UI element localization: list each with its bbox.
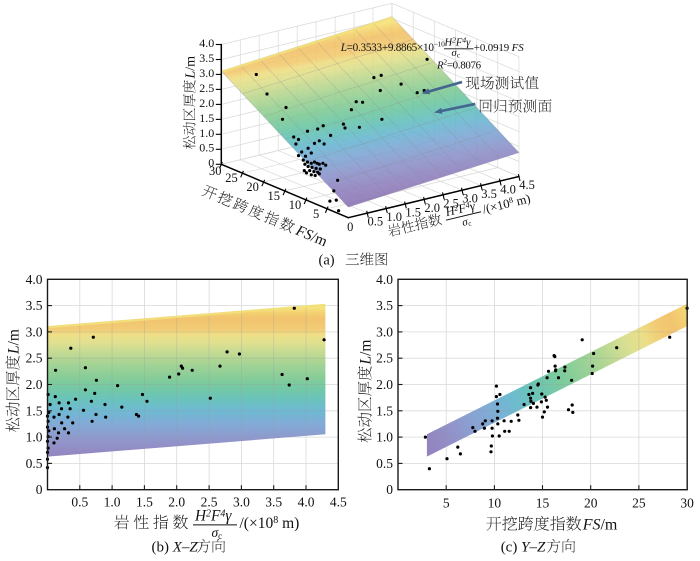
svg-text:σc: σc [461, 215, 473, 229]
svg-text:3.5: 3.5 [26, 298, 43, 313]
svg-text:1.0: 1.0 [376, 430, 393, 445]
svg-text:3.5: 3.5 [376, 298, 393, 313]
svg-text:0: 0 [386, 482, 393, 497]
svg-text:4.0: 4.0 [376, 272, 393, 287]
svg-text:3.5: 3.5 [265, 495, 282, 510]
svg-text:10: 10 [488, 496, 502, 511]
svg-text:1.5: 1.5 [376, 403, 393, 418]
svg-text:10: 10 [289, 198, 302, 212]
svg-text:3.0: 3.0 [233, 495, 250, 510]
svg-text:2.5: 2.5 [201, 495, 218, 510]
svg-text:2.0: 2.0 [168, 495, 185, 510]
svg-text:H2F4γ: H2F4γ [444, 35, 472, 48]
svg-text:2.5: 2.5 [376, 351, 393, 366]
svg-text:1.0: 1.0 [104, 495, 121, 510]
svg-text:3.0: 3.0 [199, 66, 214, 80]
svg-text:20: 20 [584, 496, 598, 511]
svg-text:/(×108 m): /(×108 m) [240, 515, 300, 532]
svg-text:30: 30 [680, 496, 694, 511]
svg-text:0.5: 0.5 [199, 141, 214, 155]
svg-text:+0.0919 FS: +0.0919 FS [474, 42, 524, 54]
svg-text:5: 5 [443, 496, 450, 511]
svg-text:4.0: 4.0 [500, 183, 516, 197]
svg-text:1.5: 1.5 [405, 206, 421, 220]
svg-text:3.5: 3.5 [481, 187, 497, 201]
svg-text:25: 25 [225, 171, 238, 185]
svg-text:3.5: 3.5 [199, 51, 214, 65]
svg-text:L/m: L/m [184, 56, 199, 80]
svg-text:3.0: 3.0 [462, 192, 478, 206]
svg-text:15: 15 [268, 189, 281, 203]
svg-text:0.5: 0.5 [376, 456, 393, 471]
svg-text:(c) Y–Z: (c) Y–Z [501, 540, 546, 556]
svg-text:5: 5 [313, 207, 319, 221]
svg-text:0: 0 [208, 156, 214, 170]
svg-text:2.0: 2.0 [424, 201, 440, 215]
svg-text:2.0: 2.0 [199, 96, 214, 110]
svg-text:2.0: 2.0 [376, 377, 393, 392]
svg-text:2.5: 2.5 [199, 81, 214, 95]
svg-text:4.0: 4.0 [298, 495, 315, 510]
svg-text:4.0: 4.0 [199, 36, 214, 50]
svg-text:2.5: 2.5 [443, 196, 459, 210]
svg-text:L/m: L/m [6, 329, 23, 355]
svg-text:25: 25 [632, 496, 646, 511]
svg-text:(a): (a) [319, 253, 335, 269]
svg-text:30: 30 [209, 164, 222, 178]
svg-text:0: 0 [347, 220, 353, 234]
svg-text:1.5: 1.5 [26, 403, 43, 418]
svg-text:0.5: 0.5 [367, 215, 383, 229]
svg-text:0.5: 0.5 [26, 456, 43, 471]
svg-text:15: 15 [536, 496, 550, 511]
svg-text:2.0: 2.0 [26, 377, 43, 392]
svg-text:σc: σc [212, 525, 223, 541]
svg-text:FS/m: FS/m [582, 517, 618, 534]
svg-text:L/m: L/m [358, 340, 375, 366]
svg-text:R2=0.8076: R2=0.8076 [436, 57, 482, 71]
svg-text:2.5: 2.5 [26, 351, 43, 366]
svg-text:(b) X–Z: (b) X–Z [152, 540, 199, 556]
svg-text:0: 0 [36, 482, 43, 497]
svg-text:1.0: 1.0 [26, 430, 43, 445]
svg-text:σc: σc [452, 48, 461, 60]
svg-text:1.5: 1.5 [199, 111, 214, 125]
svg-text:1.5: 1.5 [136, 495, 153, 510]
svg-text:3.0: 3.0 [376, 324, 393, 339]
svg-text:H2F4γ: H2F4γ [194, 508, 232, 525]
svg-text:4.0: 4.0 [26, 272, 43, 287]
svg-text:1.0: 1.0 [199, 126, 214, 140]
svg-text:4.5: 4.5 [519, 178, 535, 192]
svg-text:3.0: 3.0 [26, 324, 43, 339]
svg-text:4.5: 4.5 [330, 495, 347, 510]
svg-text:L=0.3533+9.8865×10−10: L=0.3533+9.8865×10−10 [340, 40, 445, 54]
svg-text:20: 20 [246, 180, 259, 194]
svg-text:0.5: 0.5 [71, 495, 88, 510]
svg-text:1.0: 1.0 [386, 210, 402, 224]
